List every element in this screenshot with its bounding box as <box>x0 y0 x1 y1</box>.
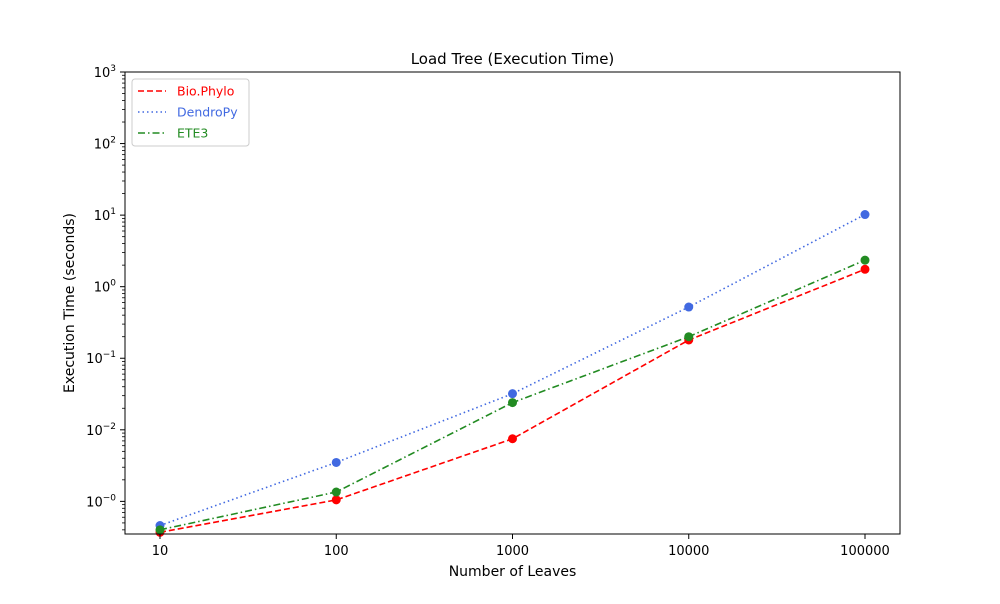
x-tick-label: 100 <box>324 544 349 559</box>
data-point <box>508 434 517 444</box>
legend-item: Bio.Phylo <box>138 84 234 99</box>
legend: Bio.Phylo DendroPy ETE3 <box>131 78 250 147</box>
x-tick-label: 10000 <box>668 544 709 559</box>
legend-label: DendroPy <box>177 105 238 120</box>
y-tick-exponent: −1 <box>103 350 116 360</box>
y-axis-label: Execution Time (seconds) <box>62 213 78 393</box>
y-tick-label: 100 <box>94 279 117 296</box>
y-tick-label: 101 <box>94 207 116 224</box>
chart-title: Load Tree (Execution Time) <box>411 50 615 68</box>
y-tick-base: 10 <box>94 281 111 296</box>
y-tick-exponent: −0 <box>103 493 117 503</box>
x-axis-label: Number of Leaves <box>449 564 577 580</box>
data-point <box>684 302 694 312</box>
y-tick-base: 10 <box>94 66 111 81</box>
y-tick-exponent: −2 <box>103 422 116 432</box>
y-tick-base: 10 <box>94 209 111 224</box>
data-point <box>684 332 694 342</box>
y-tick-exponent: 3 <box>110 64 116 74</box>
y-tick-exponent: 2 <box>110 136 116 146</box>
data-point <box>331 457 341 467</box>
y-tick-label: 103 <box>94 64 116 81</box>
y-tick-label: 102 <box>94 136 116 153</box>
x-tick-label: 10 <box>152 544 169 559</box>
series-dendropy <box>155 210 870 531</box>
data-point <box>331 495 341 505</box>
data-point <box>155 525 165 535</box>
legend-item: DendroPy <box>138 105 238 120</box>
data-point <box>331 487 341 497</box>
x-tick-label: 1000 <box>496 544 529 559</box>
legend-label: ETE3 <box>177 126 208 141</box>
legend-label: Bio.Phylo <box>177 84 234 99</box>
y-tick-exponent: 1 <box>110 207 116 217</box>
data-point <box>860 255 870 265</box>
data-point <box>508 389 517 399</box>
y-tick-base: 10 <box>86 495 103 510</box>
y-tick-label: 10−0 <box>86 493 116 510</box>
y-tick-base: 10 <box>86 424 103 439</box>
series-ete3 <box>155 255 870 535</box>
x-tick-label: 100000 <box>840 544 890 559</box>
y-tick-label: 10−1 <box>86 350 116 367</box>
series-line <box>159 213 866 527</box>
x-axis-ticks: 10 100 1000 10000 100000 <box>152 534 890 559</box>
data-point <box>860 210 870 220</box>
y-tick-label: 10−2 <box>86 422 116 439</box>
series-layer <box>155 210 870 537</box>
data-point <box>860 264 870 274</box>
legend-item: ETE3 <box>138 126 208 141</box>
data-point <box>508 398 517 408</box>
y-tick-base: 10 <box>94 138 111 153</box>
y-tick-base: 10 <box>86 352 103 367</box>
y-tick-exponent: 0 <box>110 279 116 289</box>
legend-box <box>131 78 250 147</box>
